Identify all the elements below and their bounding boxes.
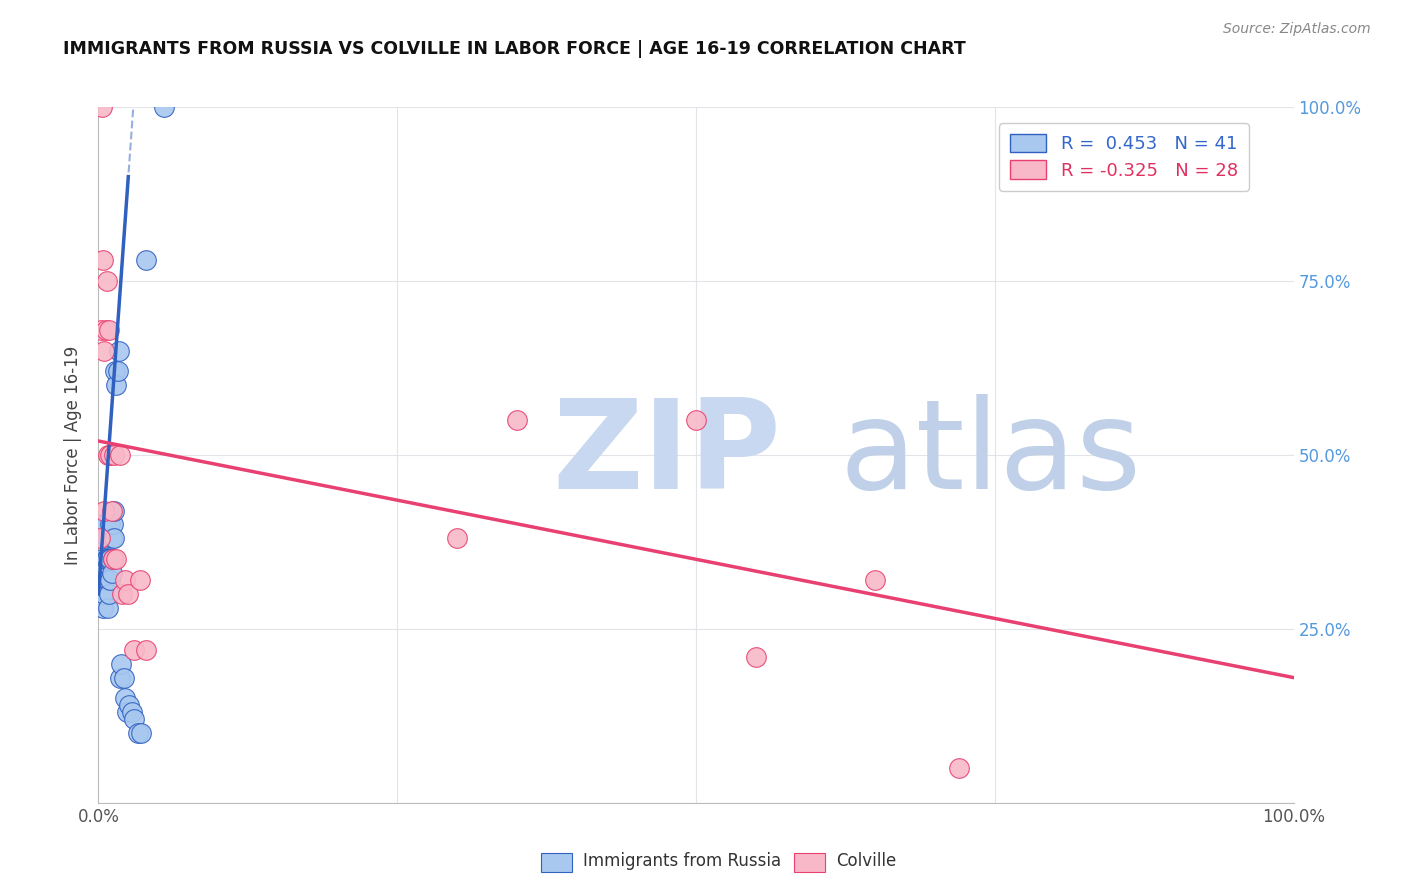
Point [506, 413, 529, 427]
Point [90, 323, 112, 337]
Point [108, 448, 131, 462]
Y-axis label: In Labor Force | Age 16-19: In Labor Force | Age 16-19 [65, 345, 83, 565]
Point [103, 532, 125, 546]
Point [135, 642, 157, 657]
Point [129, 573, 152, 587]
Point [948, 761, 970, 775]
Point [446, 532, 468, 546]
Point [105, 552, 128, 566]
Point [91, 517, 114, 532]
Point [94, 517, 117, 532]
Point [94, 552, 117, 566]
Point [97, 448, 120, 462]
Text: atlas: atlas [839, 394, 1142, 516]
Point [117, 587, 139, 601]
Point [91, 566, 114, 581]
Point [97, 601, 120, 615]
Point [108, 671, 131, 685]
Point [107, 343, 129, 358]
Point [135, 253, 157, 268]
Point [98, 517, 122, 532]
Point [685, 413, 707, 427]
Point [101, 552, 124, 566]
Legend: R =  0.453   N = 41, R = -0.325   N = 28: R = 0.453 N = 41, R = -0.325 N = 28 [1000, 123, 1249, 191]
Point [98, 552, 121, 566]
Text: Source: ZipAtlas.com: Source: ZipAtlas.com [1223, 22, 1371, 37]
Point [98, 573, 122, 587]
Point [89, 532, 111, 546]
Point [110, 657, 132, 671]
Point [101, 517, 124, 532]
Point [118, 698, 141, 713]
Point [91, 100, 114, 114]
Point [94, 323, 117, 337]
Text: Immigrants from Russia: Immigrants from Russia [583, 852, 782, 870]
Point [91, 601, 114, 615]
Point [100, 532, 122, 546]
Point [97, 573, 120, 587]
Point [105, 378, 128, 392]
Point [93, 532, 115, 546]
Point [103, 503, 125, 517]
Text: IMMIGRANTS FROM RUSSIA VS COLVILLE IN LABOR FORCE | AGE 16-19 CORRELATION CHART: IMMIGRANTS FROM RUSSIA VS COLVILLE IN LA… [63, 40, 966, 58]
Point [103, 448, 125, 462]
Point [101, 552, 124, 566]
Point [96, 552, 118, 566]
Point [93, 343, 115, 358]
Point [96, 274, 118, 288]
Point [112, 671, 135, 685]
Point [93, 587, 115, 601]
Point [93, 503, 115, 517]
Point [121, 706, 143, 720]
Point [98, 552, 122, 566]
Point [111, 587, 134, 601]
Text: Colville: Colville [837, 852, 897, 870]
Point [107, 364, 129, 378]
Point [127, 726, 149, 740]
Point [115, 706, 138, 720]
Point [153, 100, 176, 114]
Point [114, 691, 136, 706]
Point [114, 573, 136, 587]
Point [90, 587, 112, 601]
Point [98, 448, 122, 462]
Point [124, 642, 146, 657]
Point [91, 552, 114, 566]
Point [98, 587, 121, 601]
Point [91, 253, 114, 268]
Point [96, 532, 118, 546]
Point [100, 503, 122, 517]
Point [104, 364, 127, 378]
Point [98, 323, 121, 337]
Point [745, 649, 768, 664]
Point [865, 573, 887, 587]
Point [124, 712, 146, 726]
Point [100, 566, 122, 581]
Point [96, 573, 118, 587]
Point [131, 726, 153, 740]
Text: ZIP: ZIP [553, 394, 782, 516]
